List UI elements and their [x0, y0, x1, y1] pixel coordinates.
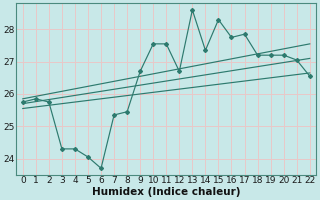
X-axis label: Humidex (Indice chaleur): Humidex (Indice chaleur): [92, 187, 241, 197]
